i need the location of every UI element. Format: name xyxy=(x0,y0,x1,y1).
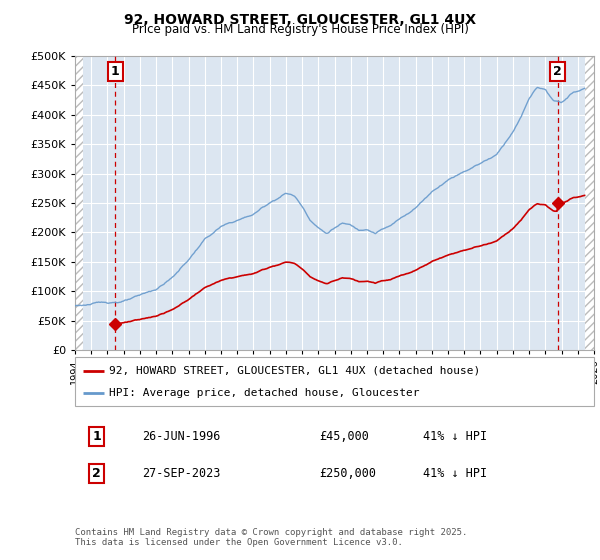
Bar xyxy=(584,56,594,350)
FancyBboxPatch shape xyxy=(75,357,594,406)
Text: 27-SEP-2023: 27-SEP-2023 xyxy=(142,468,221,480)
Text: 41% ↓ HPI: 41% ↓ HPI xyxy=(423,468,487,480)
Text: £45,000: £45,000 xyxy=(319,430,369,443)
Text: 2: 2 xyxy=(553,65,562,78)
Text: £250,000: £250,000 xyxy=(319,468,376,480)
Text: Contains HM Land Registry data © Crown copyright and database right 2025.
This d: Contains HM Land Registry data © Crown c… xyxy=(75,528,467,547)
Bar xyxy=(75,56,83,350)
Text: 26-JUN-1996: 26-JUN-1996 xyxy=(142,430,221,443)
Text: HPI: Average price, detached house, Gloucester: HPI: Average price, detached house, Glou… xyxy=(109,388,419,398)
Text: 1: 1 xyxy=(92,430,101,443)
Text: 1: 1 xyxy=(111,65,120,78)
Text: 92, HOWARD STREET, GLOUCESTER, GL1 4UX (detached house): 92, HOWARD STREET, GLOUCESTER, GL1 4UX (… xyxy=(109,366,480,376)
Text: 2: 2 xyxy=(92,468,101,480)
Text: 41% ↓ HPI: 41% ↓ HPI xyxy=(423,430,487,443)
Text: 92, HOWARD STREET, GLOUCESTER, GL1 4UX: 92, HOWARD STREET, GLOUCESTER, GL1 4UX xyxy=(124,13,476,27)
Text: Price paid vs. HM Land Registry's House Price Index (HPI): Price paid vs. HM Land Registry's House … xyxy=(131,22,469,36)
